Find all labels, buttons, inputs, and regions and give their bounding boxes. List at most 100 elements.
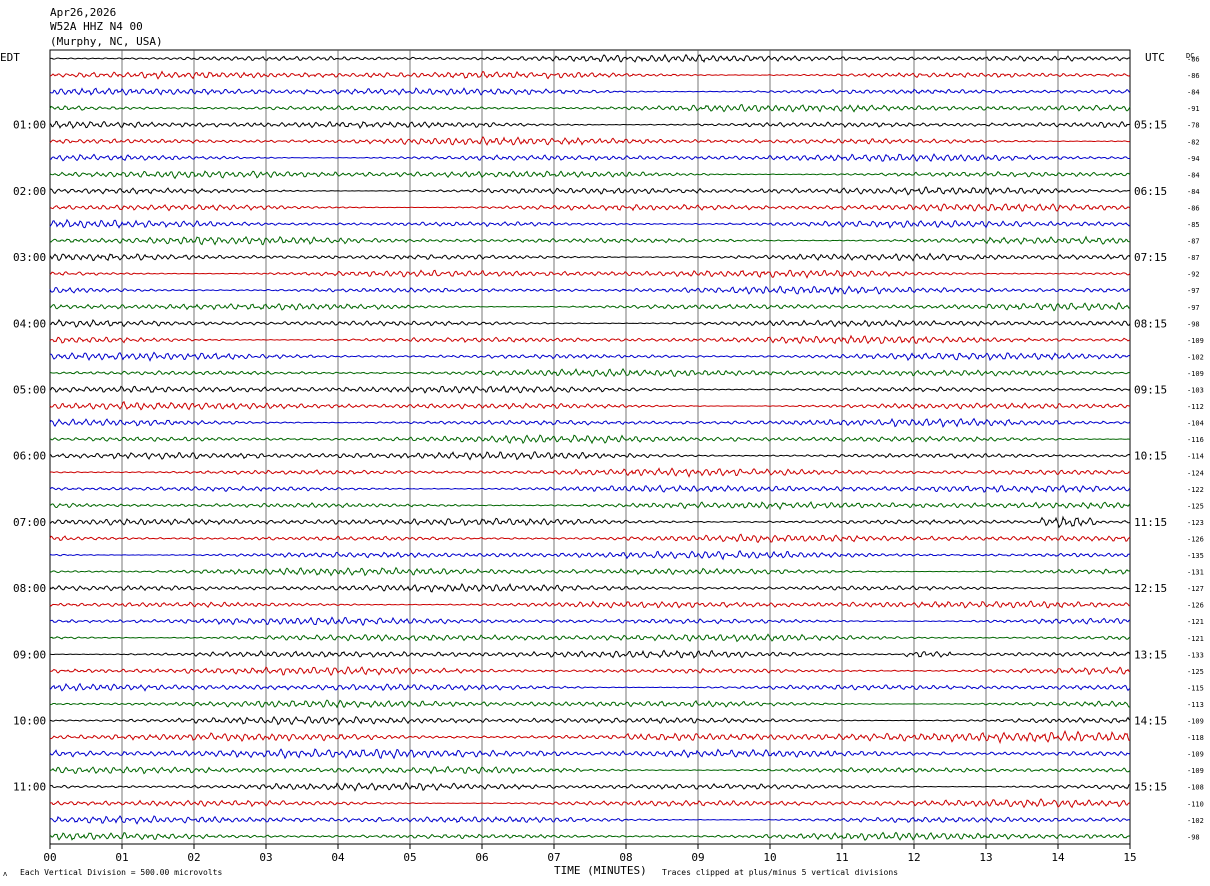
seismic-trace [49,798,1131,809]
seismic-trace [49,218,1131,229]
seismic-trace [49,186,1131,196]
x-tick-label: 03 [259,851,272,864]
left-hour-label: 02:00 [13,185,46,198]
dc-offset-label: -124 [1187,469,1204,477]
dc-offset-label: -109 [1187,370,1204,378]
seismic-trace [49,203,1131,212]
dc-offset-label: -115 [1187,684,1204,692]
dc-offset-label: -135 [1187,552,1204,560]
dc-offset-label: -92 [1187,271,1200,279]
x-tick-label: 02 [187,851,200,864]
left-hour-label: 08:00 [13,582,46,595]
left-hour-label: 04:00 [13,317,46,330]
x-tick-label: 05 [403,851,416,864]
seismic-trace [49,501,1131,511]
seismic-trace [49,103,1131,113]
right-hour-label: 05:15 [1134,119,1167,132]
dc-offset-label: -87 [1187,254,1200,262]
seismic-trace [49,170,1131,180]
dc-offset-label: -94 [1187,155,1200,163]
dc-offset-label: -109 [1187,337,1204,345]
seismic-trace [49,730,1131,745]
dc-offset-label: -127 [1187,585,1204,593]
header-location: (Murphy, NC, USA) [50,35,163,48]
dc-offset-label: -109 [1187,718,1204,726]
right-hour-label: 12:15 [1134,582,1167,595]
dc-offset-label: -98 [1187,320,1200,328]
seismic-trace [49,120,1131,129]
dc-offset-label: -121 [1187,635,1204,643]
x-tick-label: 08 [619,851,632,864]
right-hour-label: 15:15 [1134,781,1167,794]
dc-offset-label: -122 [1187,486,1204,494]
seismic-trace [49,153,1131,162]
dc-offset-label: -98 [1187,833,1200,841]
dc-offset-label: -84 [1187,188,1200,196]
dc-offset-label: -78 [1187,122,1200,130]
dc-offset-label: -91 [1187,105,1200,113]
dc-offset-label: -85 [1187,221,1200,229]
left-time-labels: 01:00 02:00 03:00 04:00 05:00 06:00 07:00 08:00… [13,119,46,794]
dc-offset-label: -84 [1187,171,1200,179]
seismic-trace [49,467,1131,478]
left-hour-label: 01:00 [13,119,46,132]
seismic-trace [49,53,1131,63]
seismic-trace [49,334,1131,345]
dc-offset-label: -112 [1187,403,1204,411]
dc-offset-label: -123 [1187,519,1204,527]
right-hour-label: 14:15 [1134,715,1167,728]
seismic-trace [49,484,1131,494]
seismic-trace [49,666,1131,676]
dc-offset-label: -110 [1187,800,1204,808]
seismic-traces [49,53,1131,841]
right-timezone-label: UTC [1145,51,1165,64]
dc-offset-label: -109 [1187,751,1204,759]
seismic-trace [49,302,1131,312]
dc-offset-label: -104 [1187,420,1204,428]
right-hour-label: 09:15 [1134,384,1167,397]
right-hour-label: 08:15 [1134,317,1167,330]
dc-offset-label: -86 [1187,56,1200,64]
seismic-trace [49,533,1131,544]
corner-mark: ʌ [3,870,7,878]
dc-offset-label: -109 [1187,767,1204,775]
seismic-trace [49,235,1131,246]
seismic-trace [49,136,1131,146]
dc-offset-label: -82 [1187,138,1200,146]
dc-offset-label: -103 [1187,387,1204,395]
right-hour-label: 06:15 [1134,185,1167,198]
seismic-trace [49,285,1131,295]
x-axis-ticks: 00 01 02 03 04 05 06 07 08 09 10 11 12 13 14 15 [43,844,1137,864]
minute-gridlines [121,50,1059,844]
left-timezone-label: EDT [0,51,20,64]
seismic-trace [49,351,1131,362]
seismic-trace [49,600,1131,609]
dc-offset-label: -131 [1187,569,1204,577]
x-tick-label: 09 [691,851,704,864]
x-tick-label: 06 [475,851,488,864]
left-hour-label: 09:00 [13,648,46,661]
x-tick-label: 12 [907,851,920,864]
seismic-trace [49,318,1131,328]
dc-offset-label: -114 [1187,453,1204,461]
clip-note: Traces clipped at plus/minus 5 vertical … [662,868,898,877]
seismic-trace [49,252,1131,262]
seismic-trace [49,417,1131,428]
x-tick-label: 14 [1051,851,1065,864]
seismic-trace [49,765,1131,775]
dc-offset-label: -125 [1187,668,1204,676]
left-hour-label: 11:00 [13,781,46,794]
right-hour-label: 11:15 [1134,516,1167,529]
dc-offset-label: -84 [1187,89,1200,97]
seismic-trace [49,583,1131,593]
right-hour-label: 13:15 [1134,648,1167,661]
header-date: Apr26,2026 [50,6,116,19]
right-hour-label: 10:15 [1134,450,1167,463]
dc-offset-label: -118 [1187,734,1204,742]
seismic-trace [49,682,1131,692]
seismic-trace [49,434,1131,445]
right-time-labels: 05:15 06:15 07:15 08:15 09:15 10:15 11:15 12:15… [1134,119,1167,794]
seismic-trace [49,385,1131,394]
x-tick-label: 15 [1123,851,1136,864]
